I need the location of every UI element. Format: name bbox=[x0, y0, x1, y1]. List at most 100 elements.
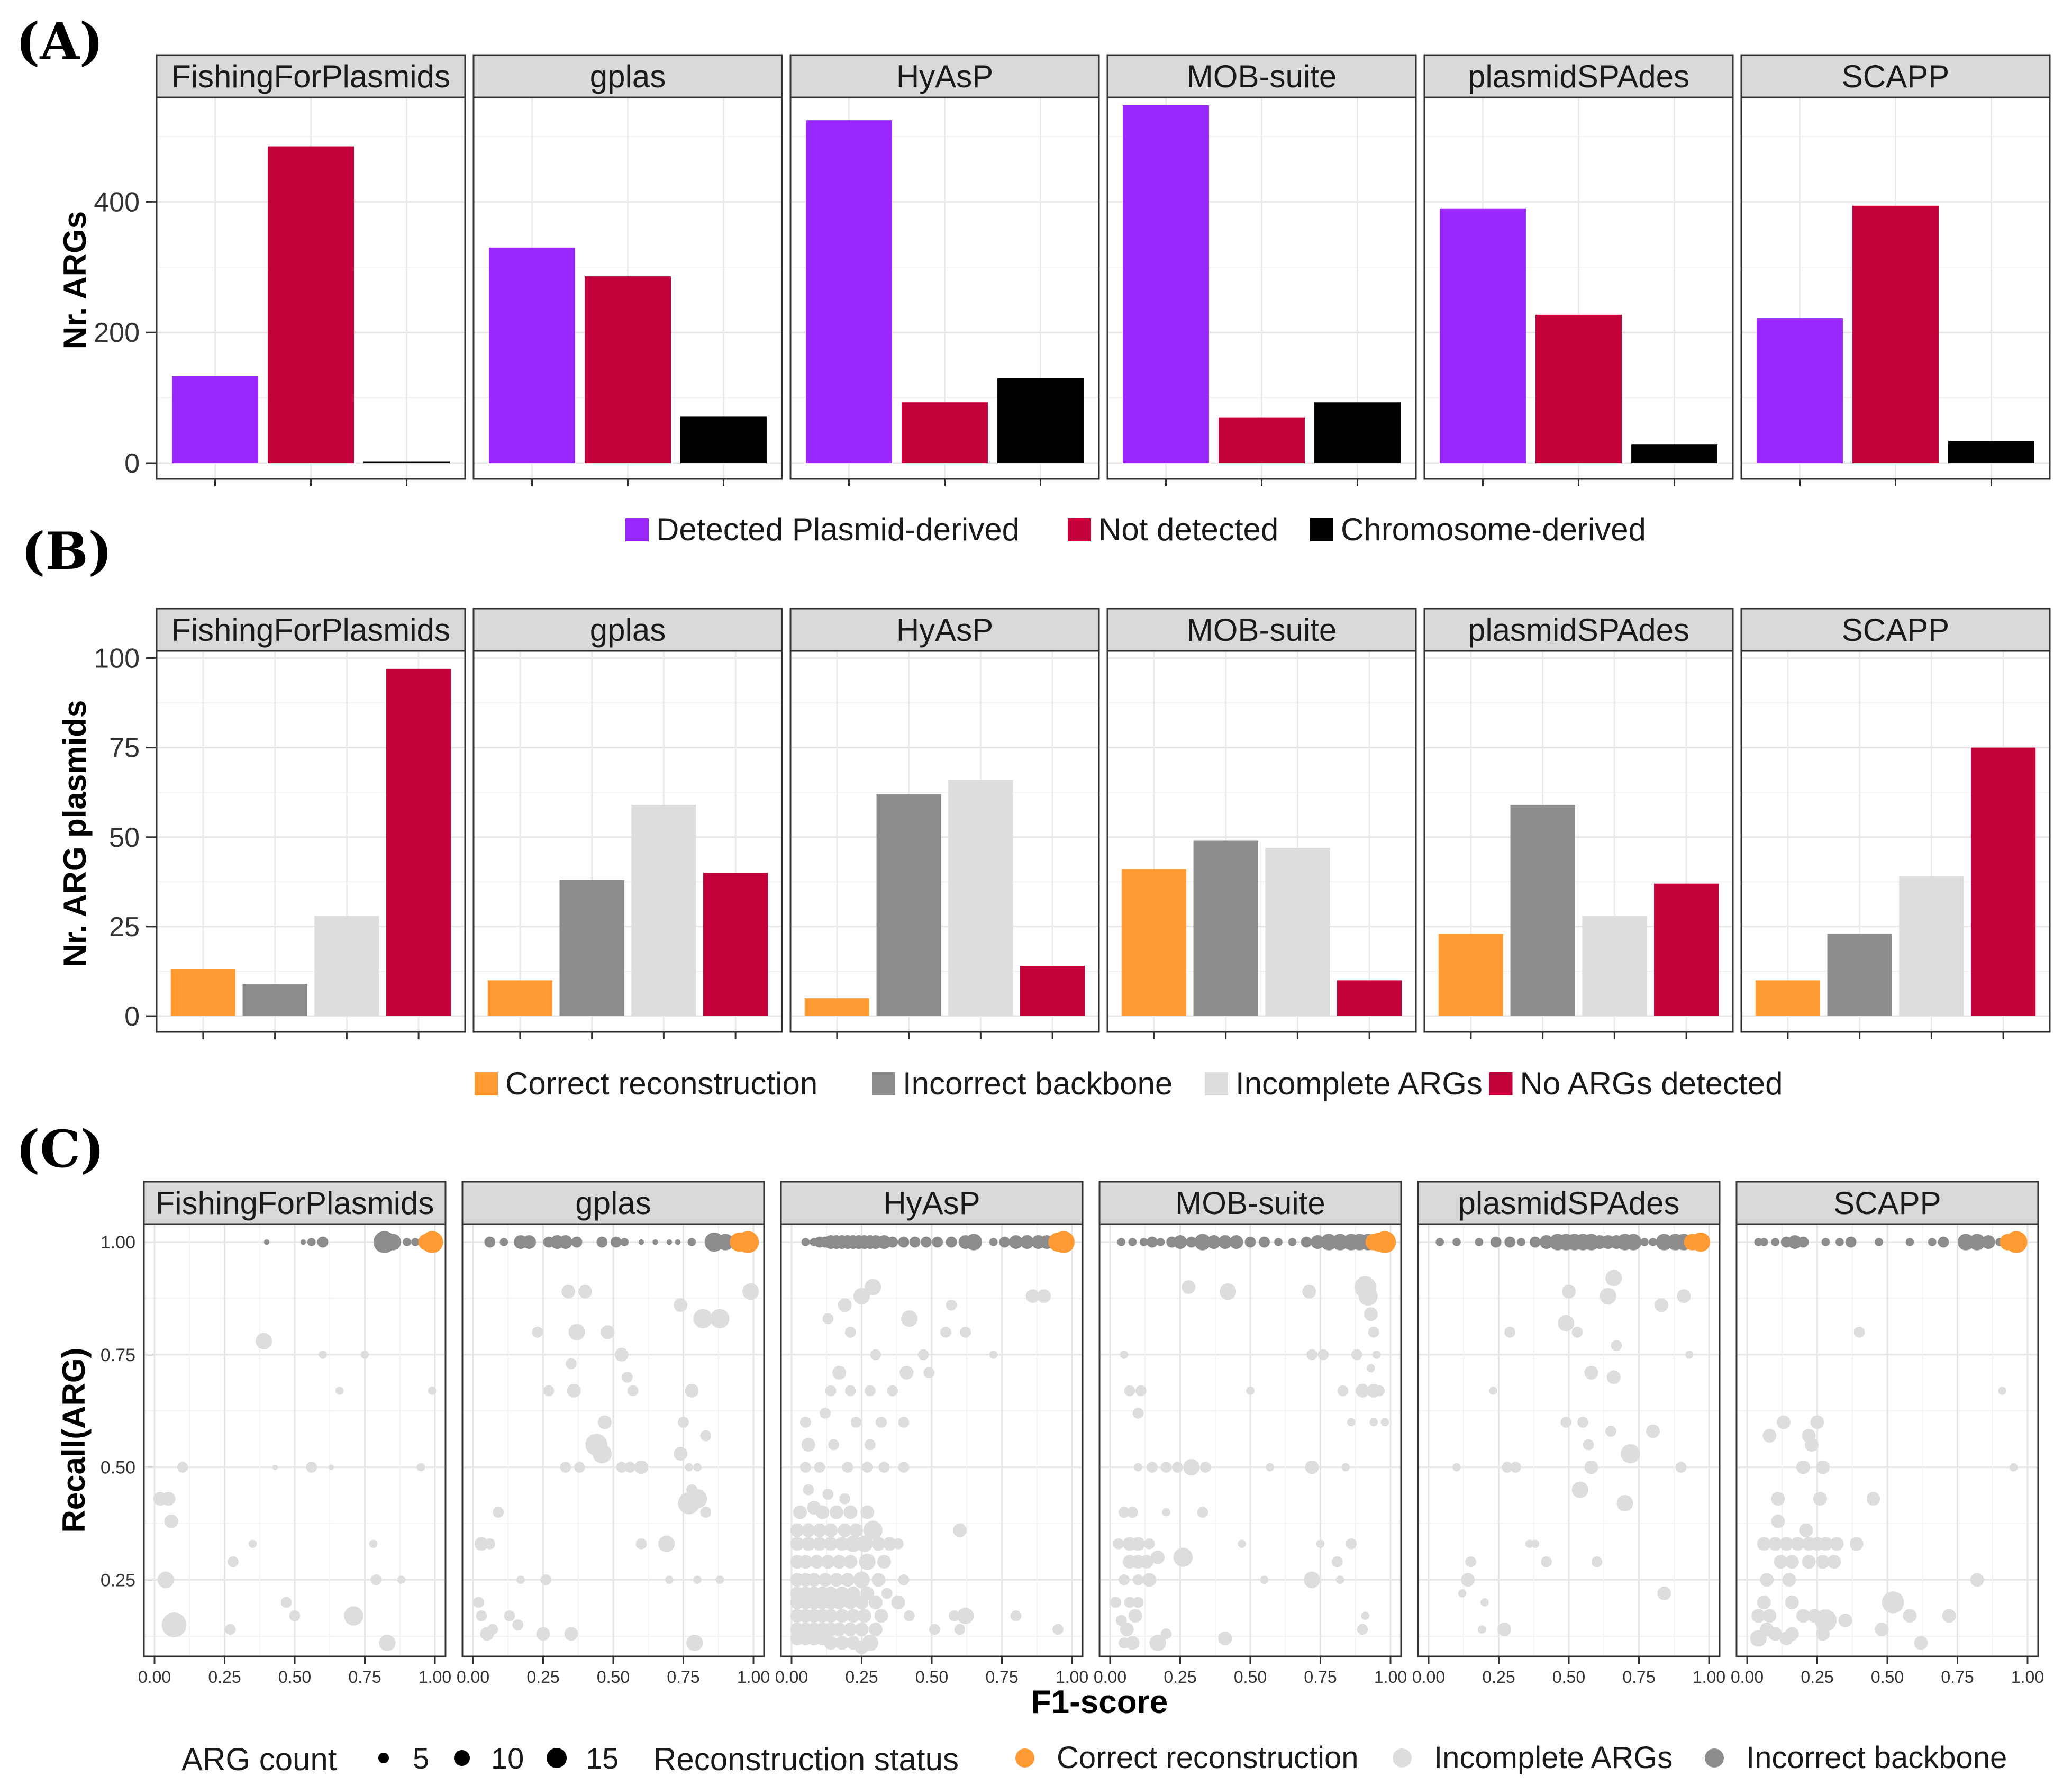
bar-b-1-1 bbox=[559, 880, 624, 1016]
point-c-3-51 bbox=[1147, 1462, 1158, 1473]
point-c-2-56 bbox=[801, 1438, 815, 1452]
point-c-2-151 bbox=[954, 1624, 966, 1635]
point-c-1-10 bbox=[620, 1238, 629, 1246]
point-c-5-52 bbox=[1785, 1595, 1799, 1609]
panel-border-c-4 bbox=[1417, 1223, 1721, 1657]
point-c-2-97 bbox=[843, 1555, 858, 1569]
point-c-4-53 bbox=[1465, 1556, 1476, 1567]
point-c-2-60 bbox=[814, 1462, 825, 1473]
facet-strip-c-0 bbox=[143, 1181, 447, 1225]
legend-a: Detected Plasmid-derived Not detected Chro… bbox=[625, 512, 1646, 547]
point-c-1-30 bbox=[566, 1358, 577, 1370]
x-tick-label-c-4-4: 1.00 bbox=[1693, 1668, 1725, 1687]
y-axis-title-c: Recall(ARG) bbox=[56, 1347, 92, 1533]
facet-strip-a-2 bbox=[789, 54, 1100, 98]
point-c-1-66 bbox=[512, 1619, 524, 1630]
point-c-3-28 bbox=[1302, 1284, 1316, 1299]
bar-a-5-2 bbox=[1948, 441, 2034, 463]
point-c-2-138 bbox=[949, 1610, 960, 1621]
point-c-5-4 bbox=[1788, 1235, 1802, 1249]
point-c-5-24 bbox=[1762, 1428, 1777, 1443]
point-c-2-42 bbox=[917, 1349, 929, 1361]
point-c-2-133 bbox=[835, 1609, 849, 1623]
point-c-1-22 bbox=[742, 1283, 759, 1300]
point-c-0-15 bbox=[177, 1462, 188, 1473]
point-c-2-124 bbox=[843, 1595, 858, 1609]
facet-strip-a-4 bbox=[1423, 54, 1734, 98]
x-tick-label-c-2-2: 0.50 bbox=[915, 1668, 948, 1687]
point-c-5-6 bbox=[1821, 1238, 1830, 1246]
point-c-1-31 bbox=[622, 1371, 633, 1383]
legend-key-a-0 bbox=[625, 518, 649, 541]
point-c-3-62 bbox=[1197, 1507, 1208, 1518]
point-c-2-49 bbox=[865, 1385, 876, 1397]
point-c-1-3 bbox=[522, 1235, 536, 1249]
y-tick-label-b-2: 50 bbox=[109, 822, 140, 853]
bar-a-0-2 bbox=[363, 461, 450, 463]
point-c-4-48 bbox=[1675, 1462, 1687, 1473]
point-c-2-36 bbox=[822, 1313, 834, 1325]
point-c-2-35 bbox=[1037, 1289, 1051, 1303]
facet-strip-c-1 bbox=[461, 1181, 765, 1225]
point-c-2-22 bbox=[989, 1238, 998, 1246]
panel-border-b-4 bbox=[1423, 650, 1734, 1033]
y-tick-label-b-4: 100 bbox=[94, 644, 140, 674]
point-c-2-87 bbox=[835, 1537, 849, 1551]
point-c-3-87 bbox=[1361, 1611, 1370, 1620]
point-c-2-82 bbox=[953, 1523, 967, 1537]
legend-size-key-1 bbox=[454, 1750, 470, 1766]
point-c-1-62 bbox=[715, 1575, 724, 1584]
point-c-2-53 bbox=[850, 1417, 862, 1428]
point-c-2-39 bbox=[940, 1326, 951, 1338]
point-c-1-11 bbox=[638, 1239, 644, 1245]
panel-border-b-0 bbox=[156, 650, 466, 1033]
facet-title-b-1: gplas bbox=[590, 612, 666, 648]
y-tick-label-b-3: 75 bbox=[109, 733, 140, 764]
point-c-2-74 bbox=[790, 1523, 804, 1537]
panel-border-c-0 bbox=[143, 1223, 447, 1657]
point-c-5-10 bbox=[1905, 1238, 1914, 1246]
legend-color-key-0 bbox=[1015, 1748, 1034, 1768]
point-c-5-31 bbox=[1813, 1492, 1827, 1506]
point-c-1-42 bbox=[560, 1462, 571, 1473]
point-c-2-149 bbox=[869, 1622, 883, 1636]
point-c-0-13 bbox=[335, 1387, 344, 1395]
point-c-2-161 bbox=[855, 1640, 869, 1654]
facet-strip-a-3 bbox=[1106, 54, 1417, 98]
panel-border-a-0 bbox=[156, 96, 466, 480]
bar-a-3-0 bbox=[1123, 105, 1209, 464]
facet-strip-c-4 bbox=[1417, 1181, 1721, 1225]
point-c-4-50 bbox=[1616, 1495, 1633, 1512]
point-c-3-1 bbox=[1128, 1238, 1137, 1246]
x-tick-label-c-1-0: 0.00 bbox=[457, 1668, 489, 1687]
point-c-2-44 bbox=[832, 1365, 847, 1380]
facet-title-a-4: plasmidSPAdes bbox=[1468, 59, 1689, 94]
point-c-0-11 bbox=[319, 1351, 327, 1359]
x-tick-label-c-0-4: 1.00 bbox=[419, 1668, 451, 1687]
panel-border-b-3 bbox=[1106, 650, 1417, 1033]
point-c-5-26 bbox=[1804, 1438, 1819, 1452]
bar-b-1-0 bbox=[487, 980, 552, 1016]
point-c-3-40 bbox=[1135, 1385, 1147, 1397]
point-c-2-51 bbox=[800, 1417, 811, 1428]
point-c-3-53 bbox=[1171, 1462, 1183, 1473]
facet-title-c-3: MOB-suite bbox=[1175, 1185, 1325, 1221]
point-c-1-7 bbox=[571, 1236, 583, 1248]
point-c-4-27 bbox=[1600, 1288, 1616, 1304]
point-c-3-3 bbox=[1147, 1236, 1158, 1248]
point-c-3-50 bbox=[1134, 1463, 1142, 1472]
point-c-1-19 bbox=[737, 1231, 759, 1253]
point-c-5-47 bbox=[1827, 1555, 1841, 1569]
panel-border-c-2 bbox=[780, 1223, 1084, 1657]
point-c-5-1 bbox=[1760, 1238, 1768, 1246]
x-tick-label-c-2-1: 0.25 bbox=[845, 1668, 878, 1687]
point-c-2-123 bbox=[832, 1595, 847, 1609]
point-c-3-86 bbox=[1128, 1609, 1142, 1623]
legend-label-b-3: No ARGs detected bbox=[1520, 1066, 1783, 1101]
point-c-1-41 bbox=[674, 1447, 688, 1461]
bar-b-2-3 bbox=[1020, 966, 1085, 1016]
bar-b-0-1 bbox=[242, 984, 307, 1016]
panel-border-b-2 bbox=[789, 650, 1100, 1033]
panel-border-c-5 bbox=[1735, 1223, 2039, 1657]
point-c-0-22 bbox=[164, 1514, 178, 1528]
